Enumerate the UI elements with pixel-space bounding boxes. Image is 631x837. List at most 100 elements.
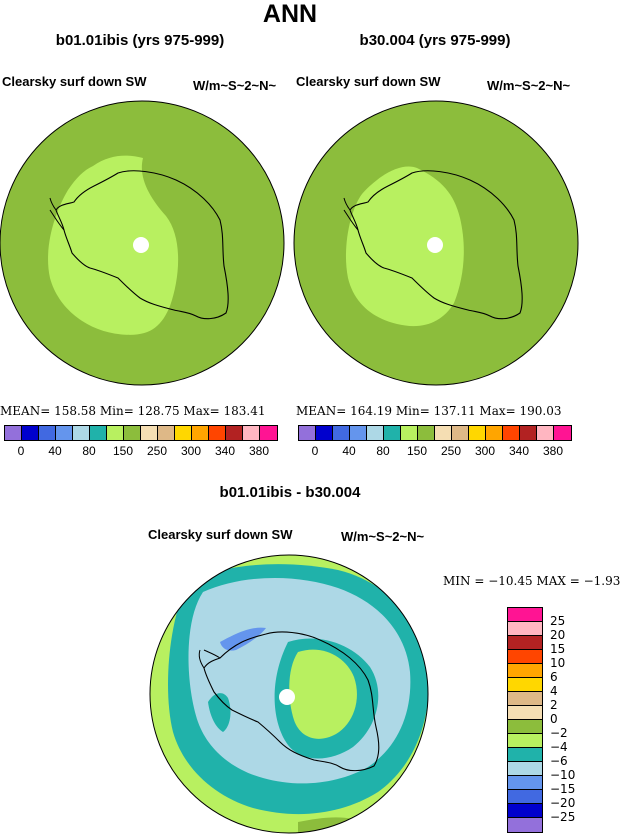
panel-2-colorbar-swatch	[486, 426, 503, 440]
panel-1-colorbar-swatch	[124, 426, 141, 440]
diff-colorbar-tick-label: 0	[550, 712, 558, 726]
panel-2-colorbar-tick-label: 150	[406, 444, 428, 458]
panel-2-colorbar-tick-label: 340	[508, 444, 530, 458]
panel-2-colorbar-tick-label: 250	[440, 444, 462, 458]
panel-2-colorbar-tick-label: 40	[342, 444, 356, 458]
panel-1-colorbar-swatch	[107, 426, 124, 440]
diff-pole-mask	[279, 689, 295, 705]
diff-map-border	[149, 554, 429, 834]
diff-stats: MIN = −10.45 MAX = −1.93	[443, 574, 621, 588]
panel-1-colorbar-swatch	[39, 426, 56, 440]
diff-colorbar-swatch	[508, 748, 542, 762]
panel-2-colorbar-swatch	[367, 426, 384, 440]
diff-map	[149, 554, 429, 834]
panel-1-colorbar-swatch	[260, 426, 277, 440]
panel-1-colorbar-swatch	[90, 426, 107, 440]
panel-2-colorbar-swatch	[350, 426, 367, 440]
panel-1-colorbar-swatch	[192, 426, 209, 440]
panel-1-coastline	[55, 170, 229, 320]
panel-2-colorbar-tick-label: 300	[474, 444, 496, 458]
diff-colorbar-tick-label: 4	[550, 684, 558, 698]
diff-variable-name: Clearsky surf down SW	[148, 527, 293, 542]
diff-colorbar-tick-label: −6	[550, 754, 568, 768]
panel-1-variable-name: Clearsky surf down SW	[2, 74, 147, 89]
diff-colorbar-swatch	[508, 692, 542, 706]
panel-2-inner-field	[345, 166, 464, 327]
panel-1-colorbar-swatch	[5, 426, 22, 440]
diff-colorbar-tick-label: 25	[550, 614, 566, 628]
diff-colorbar-tick-label: 2	[550, 698, 558, 712]
diff-colorbar-swatch	[508, 678, 542, 692]
panel-2-colorbar-swatch	[316, 426, 333, 440]
panel-1-colorbar-swatch	[175, 426, 192, 440]
diff-colorbar-swatch	[508, 790, 542, 804]
panel-2-colorbar-swatch	[554, 426, 571, 440]
panel-1-colorbar-tick-label: 250	[146, 444, 168, 458]
panel-2-colorbar-swatch	[469, 426, 486, 440]
panel-2-stats: MEAN= 164.19 Min= 137.11 Max= 190.03	[296, 404, 562, 418]
diff-side-teal	[208, 693, 231, 732]
panel-2-colorbar-labels: 0 40 80 150 250 300 340 380	[298, 444, 570, 460]
panel-2-case-title: b30.004 (yrs 975-999)	[359, 32, 511, 49]
plot-main-title: ANN	[262, 0, 318, 28]
diff-colorbar-swatch	[508, 818, 542, 832]
diff-peninsula	[198, 649, 221, 669]
diff-colorbar-tick-label: −20	[550, 796, 576, 810]
panel-2-coastline	[349, 170, 523, 320]
panel-2-units: W/m~S~2~N~	[487, 78, 571, 93]
panel-1-pole-mask	[133, 237, 149, 253]
panel-1-peninsula	[49, 197, 65, 231]
panel-1-colorbar-swatch	[22, 426, 39, 440]
panel-1-colorbar-tick-label: 40	[48, 444, 62, 458]
panel-1-units: W/m~S~2~N~	[193, 78, 277, 93]
diff-colorbar-swatch	[508, 762, 542, 776]
panel-1-case-title: b01.01ibis (yrs 975-999)	[55, 32, 225, 49]
diff-colorbar-swatch	[508, 804, 542, 818]
diff-units: W/m~S~2~N~	[341, 529, 425, 544]
panel-2-colorbar-tick-label: 0	[311, 444, 319, 458]
panel-1-colorbar-swatch	[141, 426, 158, 440]
diff-colorbar-labels: 25 20 15 10 6 4 2 0 −2 −4 −6 −10 −15 −20 −25	[550, 607, 590, 831]
panel-2-pole-mask	[427, 237, 443, 253]
panel-1-colorbar-labels: 0 40 80 150 250 300 340 380	[4, 444, 276, 460]
diff-colorbar-tick-label: 20	[550, 628, 566, 642]
diff-colorbar-swatch	[508, 636, 542, 650]
panel-1-inner-field	[48, 155, 179, 335]
diff-colorbar-tick-label: −15	[550, 782, 576, 796]
panel-1-colorbar	[4, 425, 278, 441]
panel-2-colorbar-swatch	[384, 426, 401, 440]
panel-1-colorbar-swatch	[73, 426, 90, 440]
panel-1-colorbar-swatch	[158, 426, 175, 440]
diff-colorbar-swatch	[508, 706, 542, 720]
panel-1-colorbar-tick-label: 80	[82, 444, 96, 458]
diff-case-title: b01.01ibis - b30.004	[219, 484, 361, 501]
panel-2-peninsula	[343, 197, 359, 231]
diff-colorbar-swatch	[508, 650, 542, 664]
panel-2-colorbar-swatch	[503, 426, 520, 440]
diff-colorbar-swatch	[508, 664, 542, 678]
diff-colorbar-tick-label: 10	[550, 656, 566, 670]
panel-2-colorbar-tick-label: 80	[376, 444, 390, 458]
diff-blue-patch	[220, 627, 266, 651]
panel-2-colorbar-swatch	[537, 426, 554, 440]
panel-2-colorbar-swatch	[435, 426, 452, 440]
panel-2-colorbar	[298, 425, 572, 441]
panel-1-colorbar-swatch	[209, 426, 226, 440]
panel-2-variable-name: Clearsky surf down SW	[296, 74, 441, 89]
panel-1-colorbar-swatch	[56, 426, 73, 440]
panel-2-colorbar-swatch	[333, 426, 350, 440]
panel-2-colorbar-swatch	[418, 426, 435, 440]
diff-colorbar	[507, 607, 543, 833]
panel-2-colorbar-swatch	[299, 426, 316, 440]
panel-1-stats: MEAN= 158.58 Min= 128.75 Max= 183.41	[0, 404, 266, 418]
diff-colorbar-tick-label: −4	[550, 740, 568, 754]
panel-1-colorbar-swatch	[226, 426, 243, 440]
panel-1-colorbar-tick-label: 340	[214, 444, 236, 458]
diff-colorbar-swatch	[508, 608, 542, 622]
panel-2-colorbar-swatch	[520, 426, 537, 440]
diff-core-field	[289, 649, 357, 739]
diff-colorbar-swatch	[508, 734, 542, 748]
diff-colorbar-tick-label: −2	[550, 726, 568, 740]
diff-colorbar-tick-label: −10	[550, 768, 576, 782]
panel-2-colorbar-swatch	[401, 426, 418, 440]
